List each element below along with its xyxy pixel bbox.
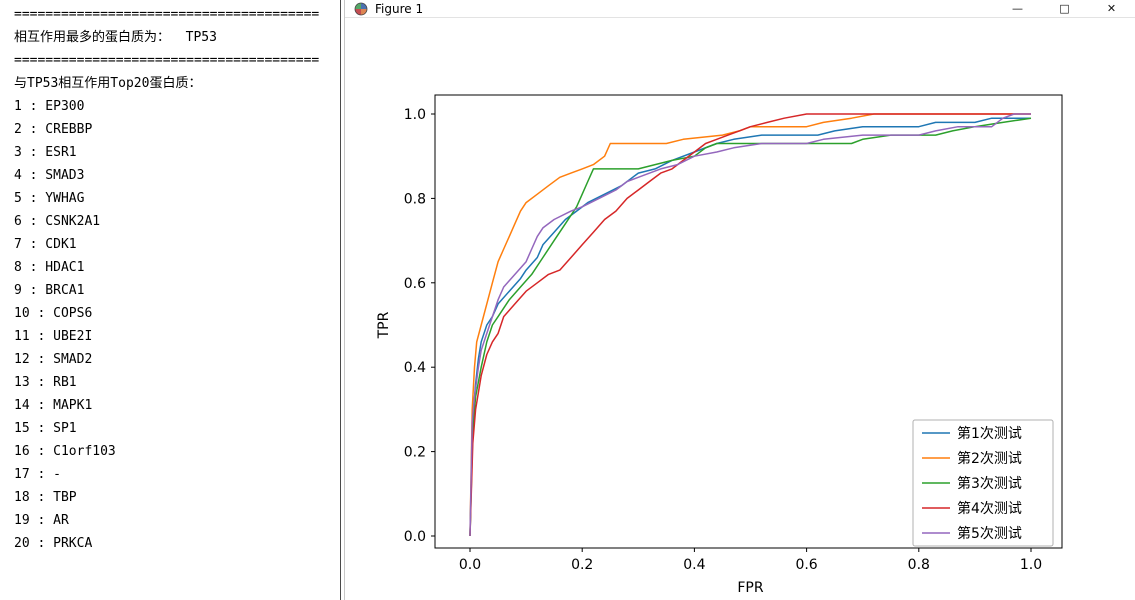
x-tick-label: 0.4 xyxy=(683,557,705,573)
x-tick-label: 0.0 xyxy=(459,557,481,573)
window-controls: — □ ✕ xyxy=(994,0,1135,17)
roc-curve-4 xyxy=(469,113,1031,537)
console-line: 4 : SMAD3 xyxy=(14,168,85,183)
console-line: 2 : CREBBP xyxy=(14,122,93,137)
x-tick-label: 0.8 xyxy=(908,557,930,573)
roc-curve-1 xyxy=(469,117,1031,537)
x-tick-label: 0.6 xyxy=(795,557,817,573)
console-line: 相互作用最多的蛋白质为： TP53 xyxy=(14,30,217,45)
legend-label: 第3次测试 xyxy=(957,475,1022,492)
roc-curve-5 xyxy=(469,113,1031,537)
console-line: ======================================= xyxy=(14,53,320,68)
x-axis-label: FPR xyxy=(737,580,763,596)
figure-window: Figure 1 — □ ✕ 0.0 0.2 0.4 0.6 0.8 1.0 0.0 0.2 0… xyxy=(344,0,1135,600)
legend-label: 第1次测试 xyxy=(957,425,1022,442)
axes-frame xyxy=(434,94,1063,549)
y-tick-label: 0.4 xyxy=(404,360,426,376)
y-tick-label: 0.6 xyxy=(404,276,426,292)
close-button[interactable]: ✕ xyxy=(1106,2,1117,15)
y-axis-label: TPR xyxy=(376,311,392,339)
console-line: 5 : YWHAG xyxy=(14,191,85,206)
legend-box xyxy=(912,419,1054,547)
console-line: 9 : BRCA1 xyxy=(14,283,85,298)
y-tick-label: 0.0 xyxy=(404,529,426,545)
console-line: 13 : RB1 xyxy=(14,375,77,390)
roc-plot: 0.0 0.2 0.4 0.6 0.8 1.0 0.0 0.2 0.4 0.6 0.8 1.0 FPR T… xyxy=(376,94,1063,596)
console-line: 3 : ESR1 xyxy=(14,145,77,160)
console-line: 1 : EP300 xyxy=(14,99,85,114)
legend-label: 第2次测试 xyxy=(957,450,1022,467)
minimize-button[interactable]: — xyxy=(1012,2,1023,15)
console-line: 19 : AR xyxy=(14,513,69,528)
window-titlebar[interactable]: Figure 1 — □ ✕ xyxy=(345,0,1135,18)
matplotlib-icon xyxy=(354,2,368,16)
console-line: 15 : SP1 xyxy=(14,421,77,436)
x-tick-label: 0.2 xyxy=(571,557,593,573)
legend-label: 第4次测试 xyxy=(957,500,1022,517)
console-line: 17 : - xyxy=(14,467,61,482)
console-line: 12 : SMAD2 xyxy=(14,352,93,367)
maximize-button[interactable]: □ xyxy=(1059,2,1070,15)
console-line: 8 : HDAC1 xyxy=(14,260,85,275)
console-line: 14 : MAPK1 xyxy=(14,398,93,413)
console-line: 7 : CDK1 xyxy=(14,237,77,252)
console-line: 10 : COPS6 xyxy=(14,306,93,321)
console-line: 18 : TBP xyxy=(14,490,77,505)
y-tick-label: 1.0 xyxy=(404,107,426,123)
x-tick-label: 1.0 xyxy=(1020,557,1042,573)
legend-label: 第5次测试 xyxy=(957,525,1022,542)
console-line: ======================================= xyxy=(14,7,320,22)
figure-canvas: 0.0 0.2 0.4 0.6 0.8 1.0 0.0 0.2 0.4 0.6 0.8 1.0 FPR T… xyxy=(345,18,1135,600)
window-title: Figure 1 xyxy=(375,1,424,16)
console-line: 11 : UBE2I xyxy=(14,329,93,344)
console-line: 6 : CSNK2A1 xyxy=(14,214,101,229)
console-line: 16 : C1orf103 xyxy=(14,444,116,459)
y-tick-label: 0.2 xyxy=(404,445,426,461)
console-line: 20 : PRKCA xyxy=(14,536,93,551)
console-panel: ======================================= 相… xyxy=(0,0,341,600)
console-line: 与TP53相互作用Top20蛋白质： xyxy=(14,76,202,91)
y-tick-label: 0.8 xyxy=(404,191,426,207)
